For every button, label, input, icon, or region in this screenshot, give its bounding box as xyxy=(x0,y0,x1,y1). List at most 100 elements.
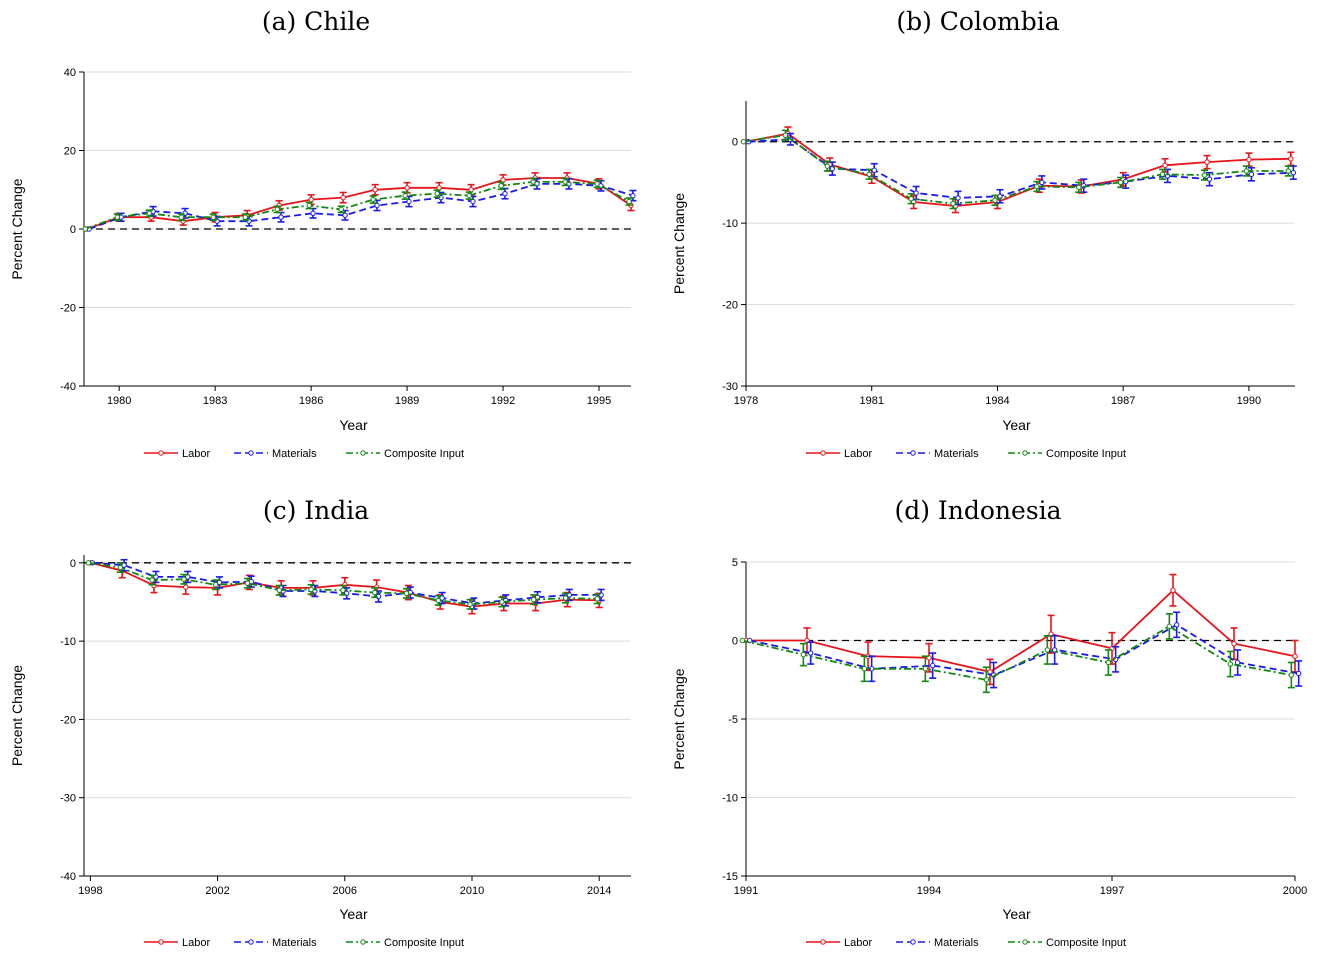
y-tick-label: -30 xyxy=(722,381,738,393)
data-point xyxy=(340,194,346,201)
data-point xyxy=(530,596,537,603)
data-point xyxy=(1243,168,1250,174)
y-axis-label: Percent Change xyxy=(9,665,25,766)
data-point xyxy=(1076,184,1082,191)
data-point xyxy=(342,212,348,218)
data-point xyxy=(149,577,155,583)
series-labor xyxy=(743,126,1295,214)
data-point xyxy=(181,576,187,582)
data-point xyxy=(340,587,346,593)
legend-marker xyxy=(158,450,164,456)
data-point xyxy=(1246,156,1252,163)
y-tick-label: 5 xyxy=(732,557,738,569)
data-point xyxy=(861,666,868,672)
legend-item-materials: Materials xyxy=(896,937,979,949)
x-tick-label: 1998 xyxy=(78,885,102,897)
data-point xyxy=(1292,653,1298,659)
y-axis-label: Percent Change xyxy=(9,178,25,279)
data-point xyxy=(212,582,219,588)
panel-title: (b) Colombia xyxy=(896,7,1059,36)
legend-item-materials: Materials xyxy=(234,937,317,949)
data-point xyxy=(1290,169,1297,176)
data-point xyxy=(403,590,410,597)
series-materials xyxy=(86,177,637,232)
data-point xyxy=(498,183,504,189)
legend-marker xyxy=(360,939,366,945)
data-point xyxy=(502,190,508,197)
legend: Labor Materials Composite Input xyxy=(144,937,464,949)
series-line xyxy=(84,180,630,230)
panel-title: (a) Chile xyxy=(262,7,370,36)
y-tick-label: 0 xyxy=(732,137,738,149)
x-tick-label: 1987 xyxy=(1111,395,1135,407)
data-point xyxy=(913,190,919,196)
legend-item-composite-input: Composite Input xyxy=(346,937,464,949)
legend-marker xyxy=(248,450,254,456)
data-point xyxy=(807,650,814,656)
legend-label: Labor xyxy=(182,448,210,460)
data-point xyxy=(1204,159,1210,165)
x-tick-label: 2000 xyxy=(1283,885,1307,897)
data-point xyxy=(468,187,474,193)
data-point xyxy=(499,599,505,605)
panel-title: (d) Indonesia xyxy=(894,496,1061,525)
data-point xyxy=(871,167,877,173)
x-tick-label: 1995 xyxy=(587,395,611,407)
data-point xyxy=(594,596,600,602)
series-composite-input xyxy=(740,129,1292,210)
data-point xyxy=(500,177,506,183)
y-tick-label: 0 xyxy=(70,558,76,570)
data-point xyxy=(950,200,956,207)
y-tick-label: -20 xyxy=(60,714,76,726)
data-point xyxy=(439,595,445,601)
data-point xyxy=(594,181,600,187)
data-point xyxy=(406,198,412,205)
data-point xyxy=(1295,670,1302,677)
legend-item-materials: Materials xyxy=(234,448,317,460)
data-point xyxy=(626,198,632,205)
data-point xyxy=(278,214,284,220)
legend-marker xyxy=(1022,450,1028,456)
y-tick-label: -20 xyxy=(60,303,76,315)
series-labor xyxy=(743,573,1299,686)
data-point xyxy=(121,562,127,568)
series-composite-input xyxy=(85,560,601,610)
legend-label: Composite Input xyxy=(384,937,464,949)
data-point xyxy=(470,198,476,205)
x-tick-label: 1990 xyxy=(1237,395,1261,407)
legend-marker xyxy=(158,939,164,945)
data-point xyxy=(372,187,378,193)
y-tick-label: -10 xyxy=(722,218,738,230)
legend-marker xyxy=(820,450,826,456)
legend-item-labor: Labor xyxy=(144,937,210,949)
y-tick-label: -15 xyxy=(722,871,738,883)
x-tick-label: 1992 xyxy=(491,395,515,407)
x-tick-label: 1989 xyxy=(395,395,419,407)
data-point xyxy=(1285,168,1291,174)
y-tick-label: -40 xyxy=(60,381,76,393)
legend-label: Labor xyxy=(844,937,872,949)
x-tick-label: 1980 xyxy=(107,395,131,407)
data-point xyxy=(310,210,316,217)
data-point xyxy=(739,637,746,644)
data-point xyxy=(114,214,120,220)
series-line xyxy=(743,134,1289,205)
series-line xyxy=(742,625,1292,681)
y-tick-label: -10 xyxy=(722,793,738,805)
legend-label: Composite Input xyxy=(1046,448,1126,460)
x-tick-label: 1983 xyxy=(203,395,227,407)
data-point xyxy=(955,195,961,201)
legend-label: Labor xyxy=(844,448,872,460)
data-point xyxy=(800,651,807,658)
data-point xyxy=(992,197,998,204)
y-tick-label: -10 xyxy=(60,636,76,648)
x-axis-label: Year xyxy=(339,417,368,433)
data-point xyxy=(922,666,929,672)
data-point xyxy=(370,196,376,203)
data-point xyxy=(308,586,314,593)
legend-marker xyxy=(910,450,916,456)
data-point xyxy=(183,584,189,590)
series-labor xyxy=(84,172,635,232)
x-axis-label: Year xyxy=(1002,906,1031,922)
